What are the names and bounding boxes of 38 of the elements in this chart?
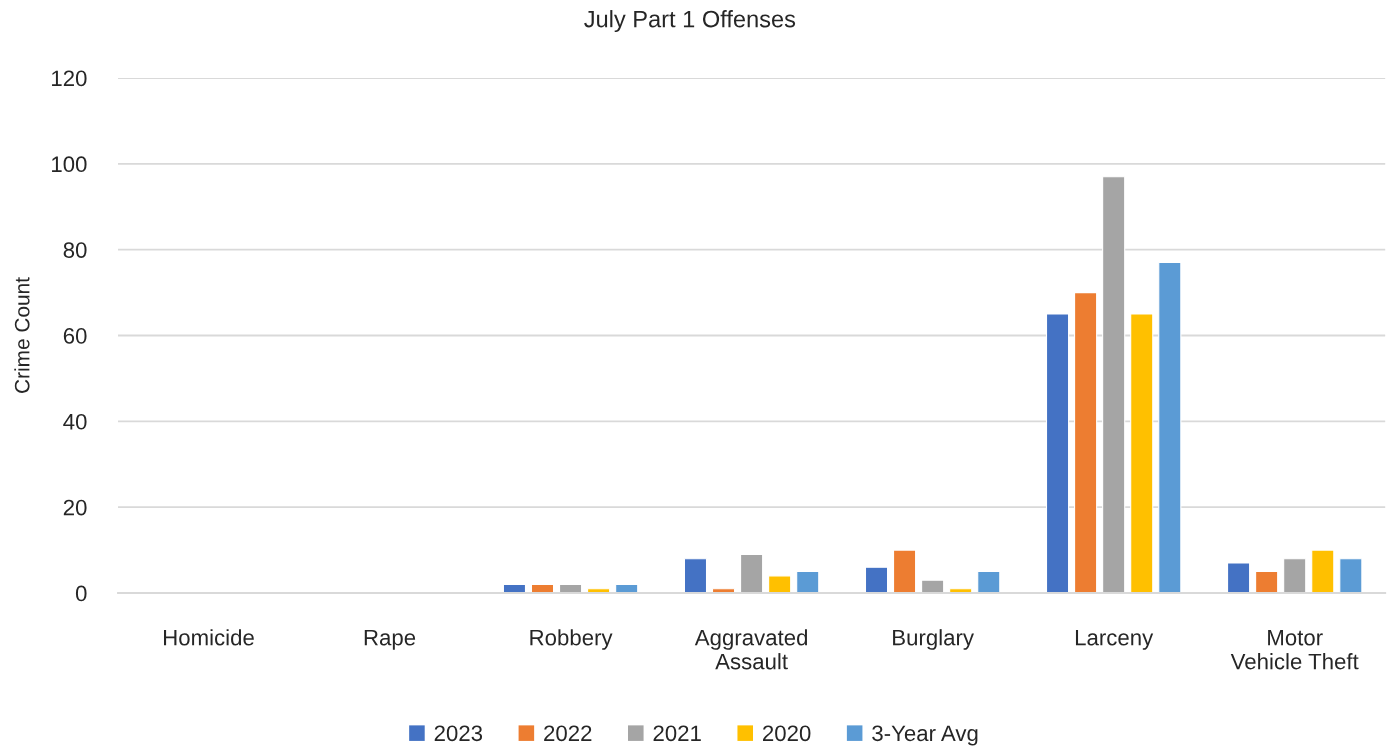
x-tick-label: Aggravated Assault <box>694 629 807 670</box>
bar <box>1158 261 1182 594</box>
bar <box>740 553 764 594</box>
y-tick-label: 80 <box>63 242 87 258</box>
legend-label: 2023 <box>434 725 483 742</box>
bar <box>1074 292 1098 594</box>
y-tick-label: 0 <box>75 585 87 602</box>
bar <box>892 549 917 594</box>
y-tick-label: 100 <box>52 156 87 173</box>
bar <box>1339 558 1363 594</box>
legend-label: 2020 <box>763 725 811 742</box>
bar <box>1255 571 1279 594</box>
legend-label: 3-Year Avg <box>872 725 978 746</box>
bar <box>796 571 820 594</box>
chart-title: July Part 1 Offenses <box>584 10 796 33</box>
bar <box>864 566 889 594</box>
y-tick-label: 120 <box>52 70 87 87</box>
legend-label: 2022 <box>544 725 592 742</box>
x-tick-label: Motor Vehicle Theft <box>1230 629 1359 670</box>
bar <box>1045 313 1070 594</box>
y-tick-label: 40 <box>63 413 87 430</box>
x-tick-label: Larceny <box>1075 629 1154 650</box>
bar <box>1130 313 1154 594</box>
y-tick-label: 20 <box>63 499 87 516</box>
y-tick-label: 60 <box>63 328 87 344</box>
bar <box>1311 549 1335 594</box>
x-tick-label: Robbery <box>530 629 613 650</box>
y-axis-title: Crime Count <box>14 277 30 393</box>
x-tick-label: Homicide <box>164 629 254 646</box>
bar <box>768 575 792 594</box>
bar <box>1226 562 1251 594</box>
bar <box>683 558 708 594</box>
bar <box>977 571 1001 594</box>
legend-label: 2021 <box>653 725 701 742</box>
bar <box>1102 176 1126 594</box>
bar <box>1283 558 1307 594</box>
x-tick-label: Rape <box>364 629 416 650</box>
x-tick-label: Burglary <box>893 629 974 650</box>
